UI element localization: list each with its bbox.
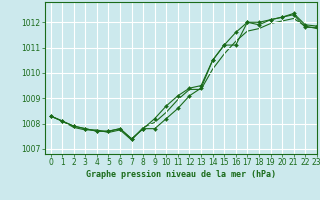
X-axis label: Graphe pression niveau de la mer (hPa): Graphe pression niveau de la mer (hPa) [86,170,276,179]
